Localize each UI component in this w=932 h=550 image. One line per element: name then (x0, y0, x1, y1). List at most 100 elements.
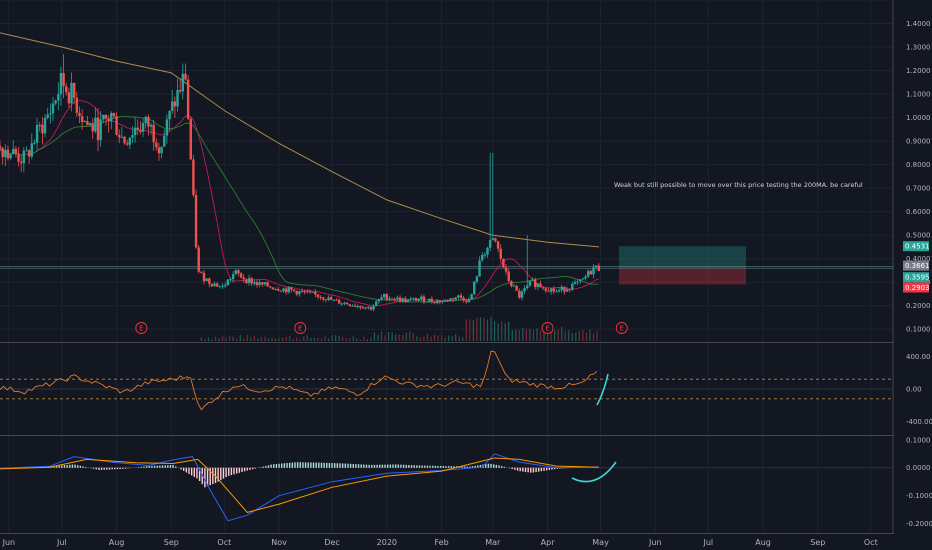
candle-body (30, 143, 33, 157)
candle-body (168, 110, 171, 120)
macd-histogram-bar (334, 463, 336, 468)
macd-histogram-bar (246, 467, 248, 471)
candle-body (181, 73, 185, 92)
volume-bar (253, 336, 255, 341)
volume-bar (264, 336, 266, 341)
macd-histogram-bar (164, 465, 166, 468)
candle-body (99, 119, 102, 141)
macd-histogram-bar (394, 464, 397, 468)
macd-histogram-bar (196, 467, 198, 479)
candle-body (380, 297, 383, 300)
candle-body (523, 288, 526, 292)
macd-histogram-bar (400, 464, 402, 468)
volume-bar (511, 329, 513, 341)
candle-body (17, 154, 20, 162)
drawings[interactable] (571, 373, 617, 483)
candle-body (4, 149, 7, 158)
candle-body (359, 306, 362, 308)
candle-body (306, 291, 309, 293)
candle-body (488, 240, 492, 248)
candle-body (35, 124, 39, 143)
time-tick-label: Jul (56, 538, 67, 547)
candle-body (96, 117, 100, 141)
macd-histogram-bar (185, 467, 188, 473)
macd-histogram-bar (172, 464, 174, 468)
volume-bar (525, 329, 527, 341)
candle-body (242, 277, 245, 280)
candle-body (401, 298, 404, 302)
macd-histogram-bar (241, 467, 243, 473)
price-badge (903, 241, 929, 252)
macd-histogram-bar (384, 464, 386, 468)
macd-histogram-bar (318, 462, 320, 468)
macd-histogram-bar (235, 467, 238, 474)
annotation-text[interactable]: Weak but still possible to move over thi… (614, 181, 863, 189)
candle-body (200, 271, 203, 273)
candle-body (473, 281, 476, 295)
candle-body (133, 127, 137, 136)
volume-bar (221, 336, 224, 341)
candle-body (512, 285, 516, 287)
candle-body (560, 286, 563, 291)
volume-bar (479, 317, 482, 341)
macd-histogram-bar (69, 464, 71, 468)
macd-histogram-bar (418, 465, 421, 468)
macd-histogram-bar (212, 467, 214, 485)
candle-body (345, 302, 349, 305)
macd-histogram-bar (122, 467, 124, 469)
candle-body (367, 306, 370, 308)
volume-bar (536, 328, 538, 341)
macd-histogram-bar (95, 467, 97, 470)
macd-histogram-bar (379, 464, 381, 468)
volume-bar (377, 334, 379, 341)
volume-bar (204, 339, 206, 341)
position-loss-zone (619, 266, 746, 285)
macd-histogram-bar (58, 465, 60, 468)
candle-body (454, 297, 457, 300)
position-box[interactable] (0, 246, 893, 285)
macd-histogram-bar (352, 463, 354, 468)
macd-histogram-bar (61, 465, 63, 468)
candle-body (221, 285, 224, 287)
volume-bar (356, 338, 358, 341)
price-tick-label: 0.4000 (906, 255, 931, 263)
volume-bar (282, 337, 284, 341)
macd-histogram-bar (474, 465, 476, 468)
drawing-arc-oscillator (596, 373, 609, 406)
candle-body (483, 254, 487, 256)
position-profit-zone (619, 246, 746, 267)
candle-body (284, 288, 288, 293)
drawing-arc-macd (571, 461, 617, 483)
candle-body (337, 299, 341, 304)
candle-body (263, 282, 267, 285)
candle-body (80, 116, 84, 123)
candle-body (579, 279, 582, 282)
candle-body (549, 288, 553, 292)
macd-histogram-bar (453, 466, 455, 468)
candle-body (282, 288, 285, 292)
macd-histogram-bar (116, 467, 119, 470)
candle-body (147, 116, 150, 127)
candle-body (38, 124, 41, 126)
candle-body (491, 238, 495, 241)
volume-bar (239, 334, 241, 341)
candle-body (547, 290, 550, 292)
volume-bar (582, 330, 584, 341)
candle-body (311, 291, 314, 293)
volume-bar (486, 319, 489, 341)
volume-bar (373, 332, 376, 341)
volume-bar (331, 335, 333, 341)
volume-bar (303, 336, 305, 341)
volume-bar (465, 319, 467, 341)
candle-body (544, 288, 547, 291)
candle-body (144, 116, 147, 124)
candle-body (425, 301, 428, 303)
volume-bar (345, 338, 347, 341)
time-tick-label: Jun (2, 538, 16, 547)
macd-histogram-bar (355, 464, 357, 468)
macd-histogram-bar (426, 465, 429, 468)
volume-bar (554, 330, 556, 341)
